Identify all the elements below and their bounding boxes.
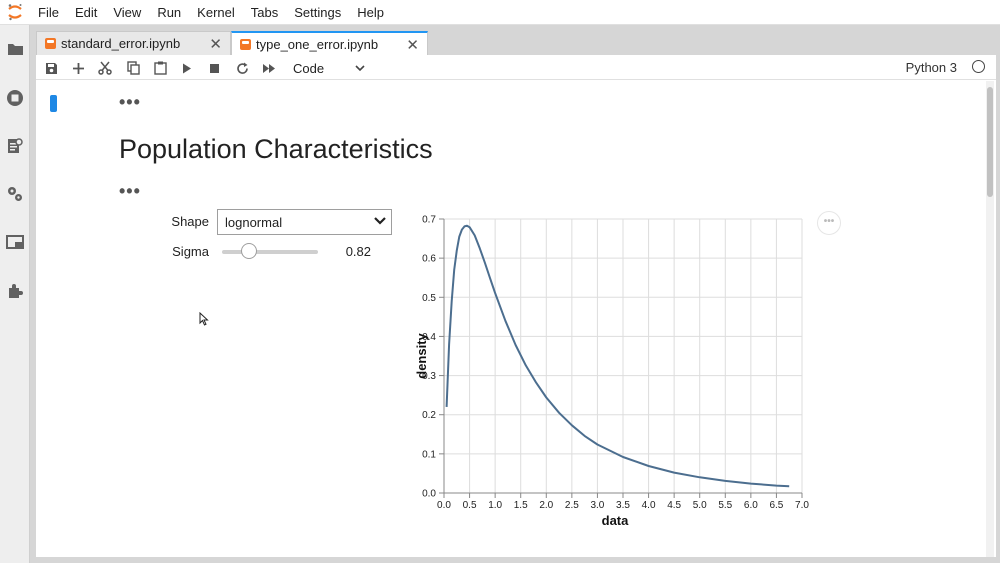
chevron-down-icon (355, 60, 365, 75)
cell-type-value: Code (293, 60, 325, 76)
x-tick-label: 4.0 (642, 500, 656, 511)
shape-label: Shape (171, 214, 209, 229)
tab-standard-error[interactable]: standard_error.ipynb ✕ (36, 31, 231, 55)
y-tick-label: 0.0 (422, 489, 436, 500)
x-tick-label: 7.0 (795, 500, 809, 511)
tab-bar: standard_error.ipynb ✕ type_one_error.ip… (36, 31, 996, 55)
menu-edit[interactable]: Edit (74, 4, 98, 20)
shape-dropdown[interactable]: lognormal (217, 209, 392, 235)
x-tick-label: 2.5 (565, 500, 579, 511)
density-line (445, 224, 790, 488)
x-tick-label: 5.0 (693, 500, 707, 511)
sigma-label: Sigma (172, 244, 209, 259)
running-icon[interactable] (5, 88, 25, 108)
chart-actions-icon[interactable]: ••• (817, 211, 841, 235)
shape-value: lognormal (225, 214, 283, 230)
x-tick-label: 5.5 (718, 500, 732, 511)
close-icon[interactable]: ✕ (406, 37, 419, 54)
commands-icon[interactable] (5, 136, 25, 156)
paste-icon[interactable] (151, 59, 169, 77)
sigma-slider-handle[interactable] (240, 243, 257, 259)
menu-settings[interactable]: Settings (294, 4, 342, 20)
y-tick-label: 0.4 (422, 332, 436, 343)
copy-icon[interactable] (124, 59, 142, 77)
y-axis-title: density (414, 332, 429, 378)
kernel-status-icon (972, 60, 985, 73)
menu-help[interactable]: Help (357, 4, 384, 20)
y-tick-label: 0.7 (422, 215, 436, 226)
stop-icon[interactable] (205, 59, 223, 77)
x-tick-label: 6.5 (769, 500, 783, 511)
x-tick-label: 2.0 (539, 500, 553, 511)
y-tick-label: 0.6 (422, 254, 436, 265)
save-icon[interactable] (42, 59, 60, 77)
x-tick-label: 3.5 (616, 500, 630, 511)
chevron-down-icon (373, 215, 387, 230)
x-tick-label: 1.5 (514, 500, 528, 511)
collapsed-input-ellipsis-icon[interactable]: ••• (119, 181, 141, 201)
cell-type-select[interactable]: Code (293, 59, 365, 77)
menu-kernel[interactable]: Kernel (197, 4, 235, 20)
sigma-value: 0.82 (345, 244, 371, 259)
x-tick-label: 0.0 (437, 500, 451, 511)
page-title: Population Characteristics (119, 134, 433, 164)
kernel-name[interactable]: Python 3 (905, 60, 957, 75)
y-tick-label: 0.2 (422, 410, 436, 421)
tab-label: standard_error.ipynb (61, 36, 181, 51)
cut-icon[interactable] (96, 59, 114, 77)
tab-type-one-error[interactable]: type_one_error.ipynb ✕ (231, 31, 428, 55)
menubar: File Edit View Run Kernel Tabs Settings … (0, 0, 1000, 25)
x-tick-label: 3.0 (590, 500, 604, 511)
menu-view[interactable]: View (113, 4, 142, 20)
y-tick-label: 0.3 (422, 371, 436, 382)
x-tick-label: 4.5 (667, 500, 681, 511)
restart-icon[interactable] (233, 59, 251, 77)
menu-tabs[interactable]: Tabs (250, 4, 279, 20)
scrollbar-track[interactable] (986, 81, 994, 557)
collapsed-ellipsis-icon[interactable]: ••• (119, 92, 141, 112)
close-icon[interactable]: ✕ (209, 36, 222, 53)
menu-file[interactable]: File (38, 4, 59, 20)
property-inspector-icon[interactable] (5, 184, 25, 204)
scrollbar-thumb[interactable] (987, 87, 993, 197)
sigma-slider-track[interactable] (222, 250, 318, 254)
x-axis-title: data (602, 513, 630, 528)
notebook-icon (240, 38, 251, 50)
tabs-icon[interactable] (5, 232, 25, 252)
run-icon[interactable] (178, 59, 196, 77)
mouse-cursor-icon (199, 312, 209, 326)
cell-collapser[interactable] (50, 95, 57, 112)
fast-forward-icon[interactable] (260, 59, 278, 77)
x-tick-label: 1.0 (488, 500, 502, 511)
density-chart: 0.0 0.5 1.0 1.5 2.0 2.5 3.0 3.5 4.0 4.5 5.0 5.5 6.0 6… (414, 215, 809, 529)
left-sidebar (0, 25, 30, 563)
y-tick-label: 0.1 (422, 449, 436, 460)
add-cell-icon[interactable] (69, 59, 87, 77)
notebook-icon (45, 38, 56, 49)
y-tick-label: 0.5 (422, 293, 436, 304)
notebook-toolbar: Code Python 3 (36, 55, 996, 80)
menu-run[interactable]: Run (157, 4, 182, 20)
tab-label: type_one_error.ipynb (256, 36, 379, 52)
folder-icon[interactable] (5, 39, 25, 59)
x-tick-label: 6.0 (744, 500, 758, 511)
notebook-panel: Code Python 3 ••• Population Characteris… (36, 55, 996, 557)
extensions-icon[interactable] (5, 281, 25, 301)
jupyter-logo-icon (0, 0, 30, 25)
notebook-content: ••• Population Characteristics ••• Shape… (36, 81, 996, 557)
x-tick-label: 0.5 (463, 500, 477, 511)
